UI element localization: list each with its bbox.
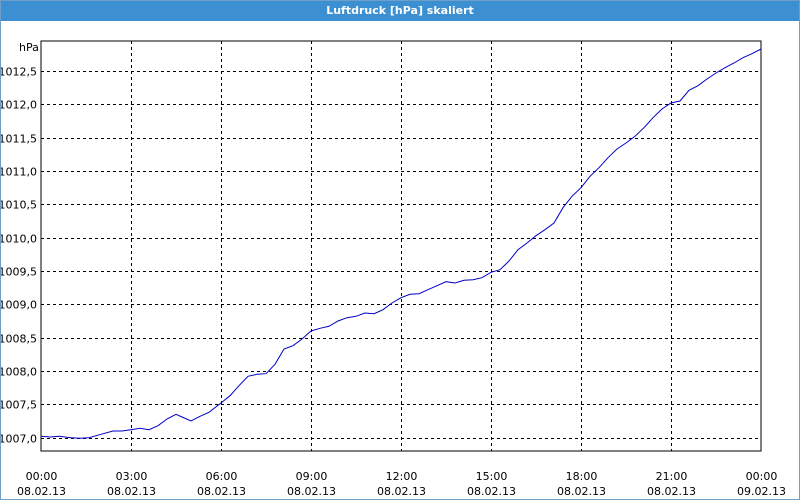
y-tick-label: 1012,0 — [1, 99, 37, 112]
y-tick-label: 1009,5 — [1, 266, 37, 279]
x-tick-date: 08.02.13 — [287, 485, 336, 498]
x-tick-time: 15:00 — [476, 470, 508, 483]
x-tick-time: 18:00 — [566, 470, 598, 483]
x-tick-time: 06:00 — [206, 470, 238, 483]
y-tick-label: 1012,5 — [1, 66, 37, 79]
x-tick-time: 21:00 — [656, 470, 688, 483]
y-tick-label: 1011,5 — [1, 133, 37, 146]
y-tick-label: 1007,5 — [1, 399, 37, 412]
series-layer — [40, 48, 762, 439]
x-tick-date: 08.02.13 — [197, 485, 246, 498]
pressure-series-line — [40, 48, 762, 439]
x-tick-date: 08.02.13 — [647, 485, 696, 498]
y-tick-label: 1010,0 — [1, 233, 37, 246]
x-tick-date: 08.02.13 — [17, 485, 66, 498]
x-axis-ticks: 00:00 08.02.13 03:00 08.02.13 06:00 08.02.13 0… — [17, 470, 786, 498]
y-tick-label: 1008,5 — [1, 333, 37, 346]
y-tick-label: 1009,0 — [1, 299, 37, 312]
x-tick-time: 00:00 — [26, 470, 58, 483]
y-axis-ticks: 1007,0 1007,5 1008,0 1008,5 1009,0 1009,5 1010… — [1, 66, 37, 446]
y-axis-unit-label: hPa — [19, 41, 39, 54]
x-tick-time: 03:00 — [116, 470, 148, 483]
y-tick-label: 1010,5 — [1, 199, 37, 212]
window-title: Luftdruck [hPa] skaliert — [1, 1, 799, 21]
grid — [41, 41, 761, 451]
x-tick-time: 00:00 — [746, 470, 778, 483]
y-tick-label: 1007,0 — [1, 433, 37, 446]
x-tick-date: 08.02.13 — [467, 485, 516, 498]
y-tick-label: 1011,0 — [1, 166, 37, 179]
x-tick-date: 09.02.13 — [737, 485, 786, 498]
x-tick-date: 08.02.13 — [557, 485, 606, 498]
plot-area — [40, 40, 762, 452]
x-tick-date: 08.02.13 — [107, 485, 156, 498]
y-tick-label: 1008,0 — [1, 366, 37, 379]
x-tick-time: 09:00 — [296, 470, 328, 483]
x-tick-date: 08.02.13 — [377, 485, 426, 498]
x-tick-time: 12:00 — [386, 470, 418, 483]
